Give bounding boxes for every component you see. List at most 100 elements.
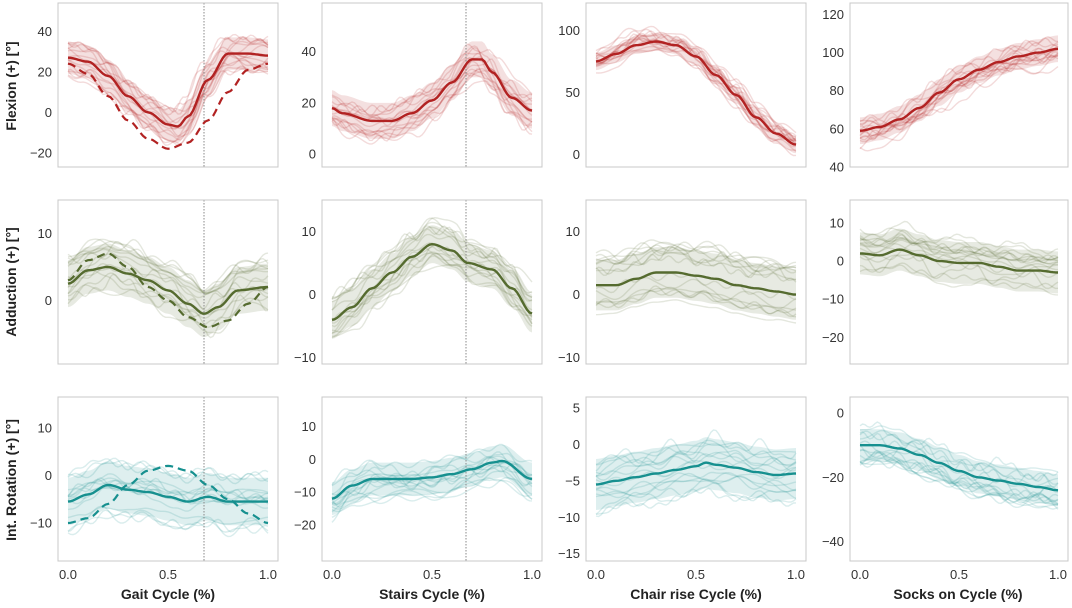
y-tick-label: 10 (302, 419, 316, 434)
mean-line (331, 459, 533, 500)
panel-r0-c2: 0 50 100 (558, 2, 807, 168)
axes-frame (849, 2, 1069, 168)
subject-trace (595, 289, 797, 318)
subject-trace (595, 47, 797, 152)
subject-trace (859, 234, 1059, 264)
panel-r1-c2: −10 0 10 (558, 199, 807, 365)
subject-trace (595, 451, 797, 481)
subject-trace (331, 478, 533, 513)
panel-r2-c2: −15 −10 −5 0 5 0.0 0.5 1.0 (558, 396, 807, 582)
std-band (860, 35, 1058, 145)
subject-trace (331, 67, 533, 136)
panel-r1-c0: 0 10 (38, 199, 279, 365)
subject-trace (859, 444, 1059, 499)
subject-trace (859, 264, 1059, 290)
x-tick-label: 0.5 (423, 567, 441, 582)
subject-trace (859, 236, 1059, 261)
axes-frame (57, 2, 279, 168)
subject-trace (67, 240, 269, 298)
mean-line (331, 242, 533, 321)
subject-trace (595, 245, 797, 282)
axes-frame (321, 396, 543, 562)
plot-area (67, 200, 269, 364)
y-tick-label: −10 (294, 485, 316, 500)
subject-trace (331, 221, 533, 300)
subject-trace (67, 284, 269, 334)
y-tick-label: −20 (30, 145, 52, 160)
std-band (68, 461, 268, 526)
subject-trace (67, 36, 269, 115)
subject-trace (859, 421, 1059, 483)
y-tick-label: 0 (573, 287, 580, 302)
subject-trace (331, 255, 533, 333)
subject-trace (595, 45, 797, 151)
subject-trace (595, 239, 797, 274)
subject-trace (859, 36, 1059, 122)
subject-trace (331, 455, 533, 487)
y-tick-label: 120 (822, 7, 844, 22)
mean-line (595, 461, 797, 486)
plot-area (67, 3, 269, 167)
row-label-rotation: Int. Rotation (+) [°] (3, 419, 19, 541)
y-tick-label: −15 (558, 546, 580, 561)
subject-trace (595, 37, 797, 143)
subject-trace (595, 30, 797, 140)
subject-trace (67, 40, 269, 124)
plot-area (67, 397, 269, 561)
subject-trace (595, 246, 797, 276)
y-tick-label: 10 (830, 215, 844, 230)
subject-trace (331, 247, 533, 323)
col-label-chair-rise: Chair rise Cycle (%) (630, 586, 762, 602)
subject-trace (595, 449, 797, 476)
subject-trace (859, 429, 1059, 487)
reference-line (67, 62, 269, 150)
subject-trace (859, 430, 1059, 485)
subject-trace (331, 45, 533, 127)
subject-trace (67, 273, 269, 339)
std-band (332, 444, 532, 516)
subject-trace (67, 68, 269, 147)
subject-trace (67, 272, 269, 329)
subject-trace (67, 458, 269, 481)
std-band (860, 228, 1058, 294)
subject-trace (595, 478, 797, 515)
mean-line (596, 271, 797, 296)
subject-trace (859, 227, 1059, 261)
subject-trace (67, 506, 269, 525)
panel-r2-c0: −10 0 10 0.0 0.5 1.0 (30, 396, 279, 582)
axes-frame (321, 199, 543, 365)
subject-trace (67, 54, 269, 141)
y-tick-label: 0 (573, 437, 580, 452)
subject-trace (859, 239, 1058, 265)
subject-trace (67, 473, 269, 500)
y-tick-label: −5 (565, 473, 580, 488)
subject-trace (595, 241, 797, 269)
x-tick-label: 1.0 (787, 567, 805, 582)
subject-trace (67, 238, 269, 294)
col-label-socks-on: Socks on Cycle (%) (893, 586, 1022, 602)
subject-trace (67, 477, 269, 501)
subject-trace (67, 248, 268, 299)
axes-frame (585, 396, 807, 562)
x-tick-label: 0.0 (323, 567, 341, 582)
subject-trace (859, 452, 1059, 510)
axes-frame (849, 396, 1069, 562)
subject-trace (595, 443, 797, 478)
subject-trace (67, 269, 269, 327)
subject-trace (67, 66, 269, 145)
subject-trace (859, 49, 1059, 143)
subject-trace (331, 217, 533, 298)
subject-trace (595, 452, 797, 477)
plot-area (331, 200, 533, 364)
subject-trace (859, 461, 1059, 507)
subject-trace (331, 251, 533, 338)
y-tick-label: −40 (822, 534, 844, 549)
subject-trace (859, 456, 1059, 505)
subject-trace (859, 48, 1059, 133)
subject-trace (67, 41, 269, 112)
subject-trace (859, 220, 1059, 255)
y-tick-label: −20 (822, 470, 844, 485)
axes-frame (585, 2, 807, 168)
subject-trace (859, 459, 1059, 505)
